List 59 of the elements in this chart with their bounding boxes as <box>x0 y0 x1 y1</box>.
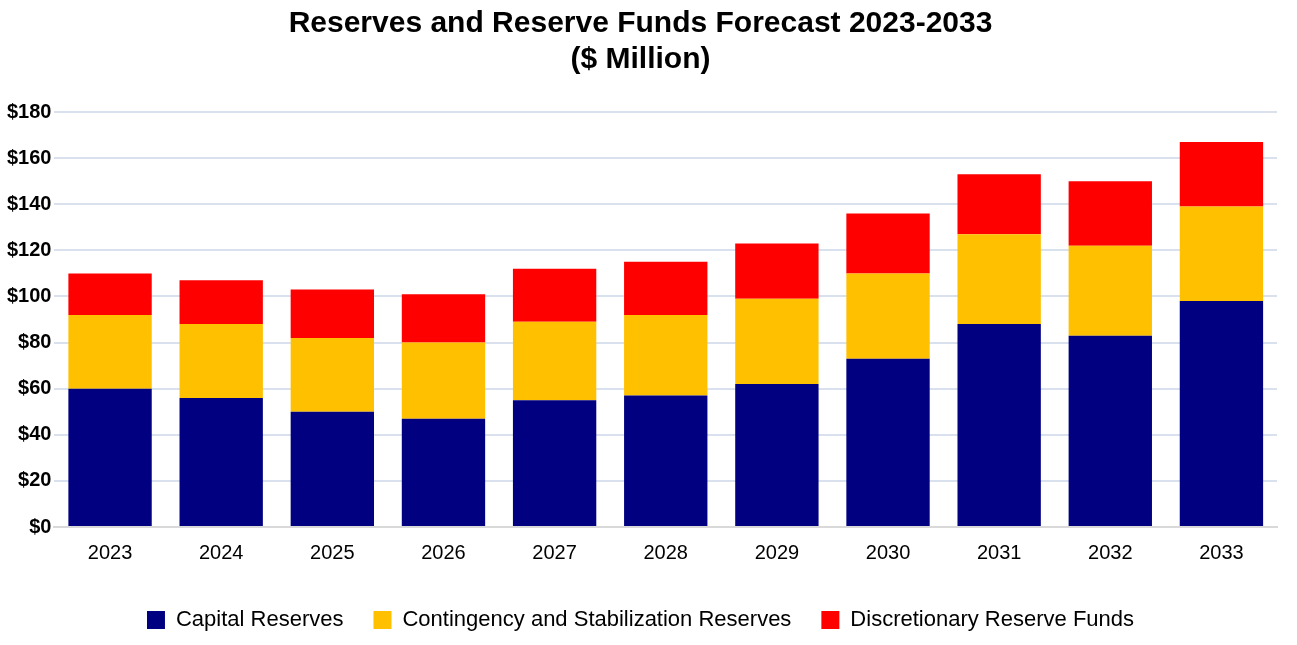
bar <box>735 384 819 526</box>
y-tick-label: $80 <box>18 330 52 353</box>
y-tick-label: $140 <box>6 191 52 214</box>
text: ($ Million) <box>570 41 711 75</box>
y-tick-label: $40 <box>18 422 52 445</box>
y-tick-label: $180 <box>6 99 52 122</box>
bar <box>179 324 263 398</box>
bar <box>401 418 486 526</box>
y-tick-label: $120 <box>6 237 52 260</box>
bar <box>846 213 930 274</box>
bar <box>1179 206 1264 302</box>
x-tick-label: 2026 <box>421 540 466 563</box>
legend-label: Discretionary Reserve Funds <box>850 606 1135 632</box>
x-tick-label: 2023 <box>87 540 133 563</box>
y-tick-label: $160 <box>6 145 52 168</box>
bar <box>735 298 819 385</box>
bar <box>735 243 819 299</box>
bar <box>179 280 263 325</box>
bar <box>401 294 486 343</box>
y-tick-label: $20 <box>18 468 52 491</box>
bar <box>957 234 1041 325</box>
bar <box>957 324 1041 526</box>
bar <box>1068 335 1152 526</box>
x-tick-label: 2030 <box>865 540 911 563</box>
legend-label: Capital Reserves <box>175 606 344 632</box>
x-tick-label: 2032 <box>1088 540 1133 563</box>
bar <box>290 411 375 526</box>
bar <box>179 397 263 526</box>
bar <box>68 273 152 315</box>
bar <box>290 289 375 338</box>
bar <box>401 342 486 419</box>
x-tick-label: 2031 <box>976 540 1022 563</box>
bar <box>957 174 1041 235</box>
bar <box>512 268 597 322</box>
bar <box>68 314 152 389</box>
bar <box>68 388 152 526</box>
bar <box>624 314 708 396</box>
bar <box>1068 245 1152 336</box>
bar <box>290 337 375 412</box>
x-tick-label: 2027 <box>532 540 577 563</box>
text: Reserves and Reserve Funds Forecast 2023-2033 <box>288 5 993 39</box>
x-tick-label: 2025 <box>310 540 355 563</box>
bar <box>846 358 930 526</box>
bar <box>624 395 708 526</box>
legend-label: Contingency and Stabilization Reserves <box>402 606 792 632</box>
y-tick-label: $60 <box>18 376 52 399</box>
x-tick-label: 2029 <box>754 540 800 563</box>
bar <box>512 321 597 401</box>
bar <box>1179 141 1264 207</box>
y-tick-label: $0 <box>29 514 52 537</box>
y-tick-label: $100 <box>6 283 52 306</box>
bar <box>624 261 708 315</box>
x-tick-label: 2024 <box>198 540 244 563</box>
bar <box>1068 181 1152 246</box>
x-tick-label: 2033 <box>1199 540 1244 563</box>
bar <box>512 400 597 526</box>
bar <box>1179 301 1264 526</box>
bar <box>846 273 930 359</box>
x-tick-label: 2028 <box>643 540 688 563</box>
